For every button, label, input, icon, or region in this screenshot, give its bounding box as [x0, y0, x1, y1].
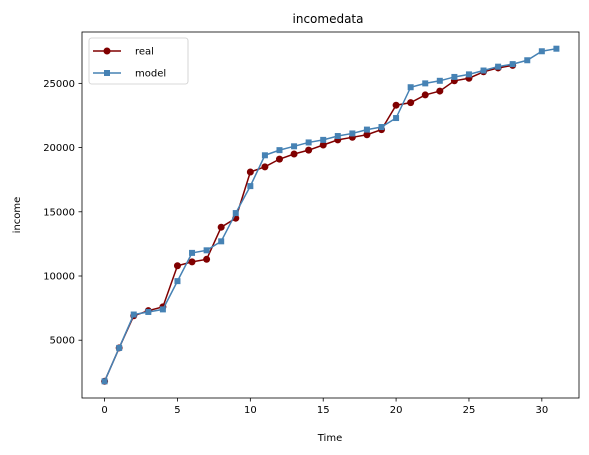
data-point-model: [130, 311, 137, 318]
data-point-model: [538, 48, 545, 55]
data-point-model: [436, 77, 443, 84]
data-point-real: [203, 255, 211, 263]
data-point-model: [465, 71, 472, 78]
data-point-model: [101, 378, 108, 385]
y-tick-label: 5000: [50, 336, 75, 347]
x-axis-label: Time: [317, 433, 342, 444]
data-point-real: [261, 163, 269, 171]
y-tick-label: 15000: [43, 207, 75, 218]
data-point-model: [247, 183, 254, 190]
data-point-model: [393, 115, 400, 122]
y-tick-label: 25000: [43, 79, 75, 90]
x-tick-label: 25: [463, 405, 476, 416]
data-point-real: [290, 150, 298, 158]
legend-marker-real: [103, 47, 111, 55]
data-point-model: [145, 308, 152, 315]
x-tick-label: 0: [101, 405, 107, 416]
data-point-model: [349, 130, 356, 137]
y-axis: 5000 10000 15000 20000 25000: [43, 79, 82, 347]
data-point-model: [174, 278, 181, 285]
data-point-model: [378, 124, 385, 131]
x-tick-label: 15: [317, 405, 330, 416]
data-point-model: [116, 344, 123, 351]
data-point-model: [480, 67, 487, 74]
data-point-model: [407, 84, 414, 91]
plot-area: [101, 45, 560, 385]
data-point-real: [246, 168, 254, 176]
data-point-real: [305, 146, 313, 154]
data-point-model: [334, 133, 341, 140]
data-point-real: [407, 99, 415, 107]
legend: real model: [88, 37, 189, 85]
data-point-model: [320, 136, 327, 143]
data-point-model: [276, 147, 283, 154]
data-point-model: [159, 306, 166, 313]
chart-title: incomedata: [293, 12, 364, 26]
data-point-model: [218, 238, 225, 245]
data-point-model: [291, 143, 298, 150]
y-axis-label: income: [12, 197, 23, 234]
x-tick-label: 20: [390, 405, 403, 416]
y-tick-label: 20000: [43, 143, 75, 154]
data-point-model: [261, 152, 268, 159]
data-point-real: [173, 262, 181, 270]
data-point-real: [421, 91, 429, 99]
data-point-real: [188, 258, 196, 266]
x-tick-label: 5: [174, 405, 180, 416]
data-point-model: [232, 210, 239, 217]
x-axis: 0 5 10 15 20 25 30: [101, 398, 548, 416]
data-point-real: [217, 223, 225, 231]
data-point-model: [203, 247, 210, 254]
x-tick-label: 10: [244, 405, 257, 416]
data-point-real: [392, 101, 400, 109]
data-point-model: [189, 249, 196, 256]
data-point-model: [363, 126, 370, 133]
data-point-model: [495, 63, 502, 70]
data-point-model: [422, 80, 429, 87]
data-point-model: [524, 57, 531, 64]
data-point-real: [436, 87, 444, 95]
data-point-real: [319, 141, 327, 149]
legend-label-model: model: [135, 69, 166, 80]
data-point-model: [509, 61, 516, 68]
data-point-real: [275, 155, 283, 163]
data-point-model: [305, 139, 312, 146]
data-point-real: [363, 131, 371, 139]
data-point-model: [451, 73, 458, 80]
x-tick-label: 30: [535, 405, 548, 416]
legend-label-real: real: [135, 47, 154, 58]
legend-marker-model: [104, 70, 110, 76]
plot-frame: [81, 31, 580, 399]
data-point-model: [553, 45, 560, 52]
y-tick-label: 10000: [43, 272, 75, 283]
